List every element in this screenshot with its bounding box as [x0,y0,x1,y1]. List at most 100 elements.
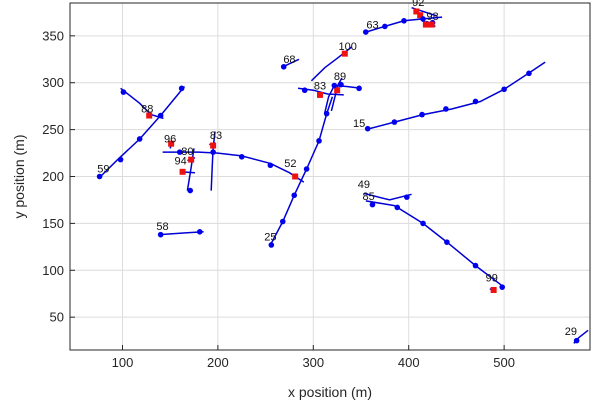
track-label: 88 [141,104,153,116]
blue-point [323,110,330,117]
track-label: 98 [426,11,438,23]
track-line [120,87,164,120]
x-tick-label: 300 [302,355,324,370]
y-tick-label: 350 [42,28,64,43]
blue-point [157,231,164,238]
blue-point [238,154,245,160]
blue-point [404,194,410,200]
red-point [168,140,175,147]
red-point [422,21,429,28]
track-label: 83 [210,130,222,142]
red-point [188,156,195,163]
x-tick-label: 100 [112,355,134,370]
blue-point [419,111,425,118]
blue-point [96,173,103,180]
track-label: 25 [264,231,276,243]
blue-point [196,229,203,235]
track-label: 49 [358,179,370,191]
y-ticks: 50 100 150 200 250 300 350 [42,28,75,325]
track-line [210,131,216,191]
track-label: 99 [486,273,498,285]
blue-point [301,87,308,94]
y-tick-label: 100 [42,263,64,278]
track-label: 85 [363,191,375,203]
red-point [413,8,420,15]
blue-point [176,149,183,155]
red-point [210,142,217,149]
blue-point [178,85,185,92]
red-point [316,91,323,98]
blue-point [338,81,344,88]
tracks [98,6,589,344]
x-tick-label: 500 [493,355,515,370]
blue-point [501,86,507,93]
track-line [324,84,362,113]
markers [96,8,580,344]
blue-point [117,156,124,163]
track-line [186,148,195,191]
track-label: 68 [283,54,295,66]
blue-point [420,16,426,22]
blue-point [444,239,450,245]
blue-point [420,220,426,227]
blue-point [472,262,479,269]
red-point [292,173,299,180]
grid [70,3,590,350]
blue-point [443,106,449,112]
blue-point [303,166,310,172]
track-line [365,61,546,131]
track-label: 89 [334,71,346,83]
track-label: 15 [353,118,365,130]
y-tick-label: 300 [42,75,64,90]
red-point [146,112,153,119]
blue-point [364,125,371,132]
blue-point [187,187,194,194]
red-point [490,286,497,293]
blue-point [499,284,506,290]
track-label: 52 [284,158,296,170]
y-tick-label: 200 [42,169,64,184]
track-line [365,200,505,288]
track-label: 63 [366,19,378,31]
blue-point [394,204,401,211]
blue-point [267,162,274,169]
blue-point [382,23,388,30]
red-point [417,12,424,19]
track-label: 100 [338,41,356,53]
track-label: 29 [565,326,577,338]
blue-point [331,82,338,89]
track-label: 96 [164,134,176,146]
blue-point [136,136,143,142]
track-label: 83 [314,80,326,92]
blue-point [279,218,286,225]
blue-point [316,138,322,144]
x-ticks: 100 200 300 400 500 [112,345,515,370]
track-label: 80 [181,146,193,158]
red-point [428,21,435,28]
blue-point [362,29,369,35]
y-tick-label: 150 [42,216,64,231]
blue-point [356,85,362,92]
x-tick-label: 400 [398,355,420,370]
red-point [334,87,341,94]
y-axis-label: y position (m) [11,134,27,218]
blue-point [401,18,407,24]
red-point [341,50,348,57]
blue-point [157,112,164,119]
track-line [98,86,186,179]
red-point [179,168,186,175]
blue-point [391,119,398,125]
track-label: 94 [175,155,187,167]
blue-point [369,201,376,208]
y-tick-label: 250 [42,122,64,137]
blue-point [472,98,479,105]
blue-point [120,89,127,95]
x-axis-label: x position (m) [288,384,372,400]
blue-point [280,63,287,70]
blue-point [291,192,298,199]
blue-point [573,337,580,344]
blue-point [210,149,216,155]
track-label: 92 [412,0,424,9]
track-label: 59 [97,164,109,176]
